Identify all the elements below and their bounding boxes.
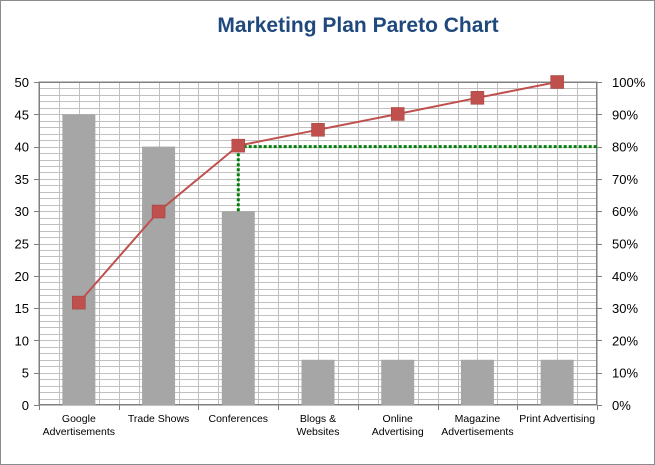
category-label: Trade Shows xyxy=(128,413,189,425)
line-marker xyxy=(390,107,405,121)
category-label: Advertising xyxy=(372,426,424,438)
left-axis-label: 15 xyxy=(15,301,29,316)
threshold-line xyxy=(236,145,597,212)
right-axis-label: 50% xyxy=(612,237,638,252)
left-axis-label: 30 xyxy=(15,204,29,219)
bar xyxy=(460,359,494,405)
left-axis-label: 10 xyxy=(15,333,29,348)
category-label: Advertisements xyxy=(43,426,115,438)
category-label: Conferences xyxy=(209,413,269,425)
category-label: Websites xyxy=(297,426,340,438)
left-axis-label: 50 xyxy=(15,75,29,90)
bar xyxy=(540,359,574,405)
right-axis-label: 60% xyxy=(612,204,638,219)
right-axis-label: 100% xyxy=(612,75,646,90)
left-axis-label: 40 xyxy=(15,140,29,155)
category-label: Print Advertising xyxy=(519,413,595,425)
line-marker xyxy=(72,295,86,310)
right-axis-label: 90% xyxy=(612,107,638,122)
category-label: Google xyxy=(62,413,96,425)
left-axis-label: 35 xyxy=(15,172,29,187)
bar xyxy=(62,114,96,406)
left-axis-label: 5 xyxy=(22,366,29,381)
bar xyxy=(221,211,255,405)
right-axis-label: 70% xyxy=(612,172,638,187)
right-axis-label: 30% xyxy=(612,301,638,316)
line-marker xyxy=(151,204,166,219)
line-marker xyxy=(311,123,325,137)
line-marker xyxy=(470,91,485,105)
category-label: Online xyxy=(383,413,414,425)
bar xyxy=(142,146,176,405)
line-marker xyxy=(231,138,246,153)
line-marker xyxy=(550,75,564,89)
right-axis-label: 40% xyxy=(612,269,638,284)
right-axis-label: 0% xyxy=(612,398,631,413)
bar xyxy=(301,359,335,405)
left-axis-label: 25 xyxy=(15,237,29,252)
right-axis-label: 10% xyxy=(612,366,638,381)
bar xyxy=(381,359,415,405)
chart-title: Marketing Plan Pareto Chart xyxy=(217,14,499,37)
left-axis-label: 20 xyxy=(15,269,29,284)
category-label: Magazine xyxy=(455,413,501,425)
category-label: Blogs & xyxy=(300,413,336,425)
right-axis-label: 20% xyxy=(612,333,638,348)
category-label: Advertisements xyxy=(441,426,513,438)
left-axis-label: 0 xyxy=(22,398,29,413)
right-axis-label: 80% xyxy=(612,140,638,155)
left-axis-label: 45 xyxy=(15,107,29,122)
